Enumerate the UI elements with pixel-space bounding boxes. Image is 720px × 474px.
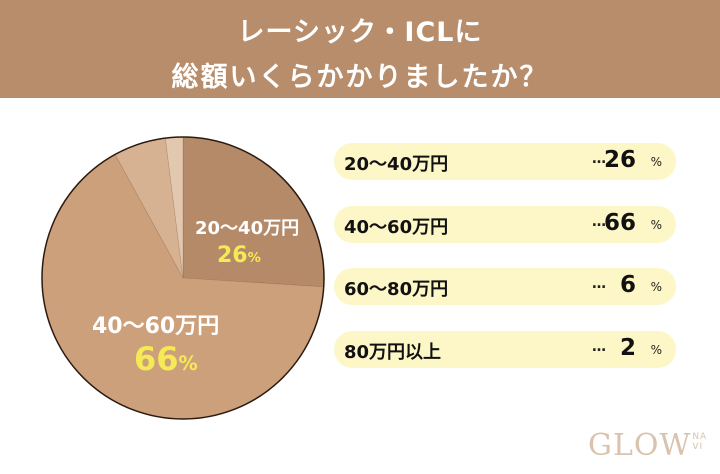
pie-outline: [41, 136, 325, 420]
legend-value: 66: [603, 210, 636, 236]
legend-category: 20〜40万円: [344, 154, 449, 175]
legend-dots: …: [592, 339, 606, 355]
legend-unit: %: [650, 218, 662, 232]
legend-unit: %: [650, 280, 662, 294]
legend-category: 40〜60万円: [344, 217, 449, 238]
legend-row-60-80: 60〜80万円 … 6 %: [334, 268, 676, 305]
legend-row-40-60: 40〜60万円 … 66 %: [334, 206, 676, 243]
legend-value: 26: [603, 147, 636, 173]
slice-label-20-40: 20〜40万円: [195, 218, 300, 239]
slice-percent-20-40: 26%: [217, 243, 261, 268]
legend-unit: %: [650, 155, 662, 169]
legend-row-20-40: 20〜40万円 … 26 %: [334, 143, 676, 180]
legend-dots: …: [592, 151, 606, 167]
legend-value: 6: [619, 272, 636, 298]
legend-value: 2: [619, 335, 636, 361]
title-line-1: レーシック・ICLに: [237, 17, 483, 48]
chart-header: レーシック・ICLに 総額いくらかかりましたか？: [0, 0, 720, 98]
legend-unit: %: [650, 343, 662, 357]
slice-percent-40-60: 66%: [134, 340, 198, 378]
legend-row-80-plus: 80万円以上 … 2 %: [334, 331, 676, 368]
title-line-2: 総額いくらかかりましたか？: [171, 62, 549, 93]
legend-dots: …: [592, 214, 606, 230]
glownavi-logo: GLOWNA VI: [588, 428, 708, 463]
slice-label-40-60: 40〜60万円: [92, 314, 220, 339]
legend-category: 60〜80万円: [344, 279, 449, 300]
legend-category: 80万円以上: [344, 342, 442, 363]
legend-dots: …: [592, 276, 606, 292]
